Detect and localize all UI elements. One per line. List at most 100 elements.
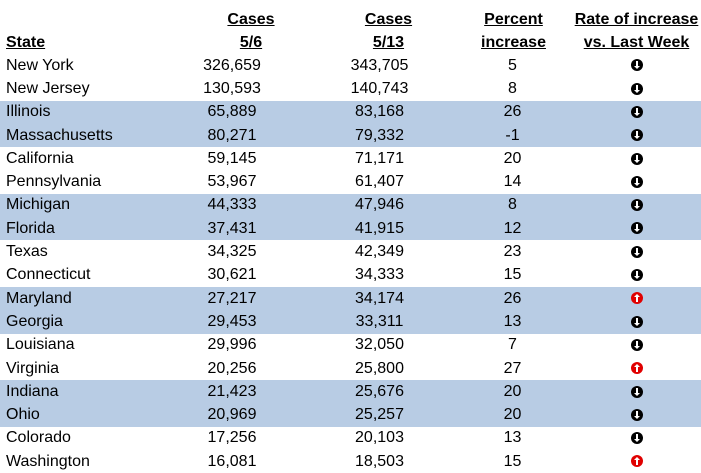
state-cell: California	[6, 149, 74, 167]
state-cell: Louisiana	[6, 336, 75, 354]
cases-5-6-cell: 27,217	[180, 286, 322, 311]
state-cell: Georgia	[0, 310, 180, 334]
cases-5-6-cell: 65,889	[180, 100, 322, 124]
table-row: New Jersey 130,593 140,743 8	[0, 77, 701, 100]
cases-5-6-cell: 37,431	[180, 217, 322, 241]
rate-trend-cell	[572, 147, 701, 170]
up-arrow-icon	[630, 362, 643, 375]
cases-5-13-cell: 79,332	[322, 123, 455, 148]
percent-increase-cell: 20	[455, 380, 572, 404]
state-cell: Illinois	[0, 100, 180, 124]
down-arrow-icon	[630, 106, 643, 118]
percent-increase-cell: 15	[503, 452, 522, 470]
table-row: Illinois 65,889 83,168 26	[0, 100, 701, 124]
cases-5-6-cell: 29,996	[207, 336, 257, 354]
up-arrow-icon	[630, 292, 643, 305]
cases-5-13-cell: 34,174	[322, 286, 455, 311]
table-row: Michigan 44,333 47,946 8	[0, 193, 701, 218]
cases-5-6-cell: 326,659	[203, 56, 261, 74]
table-row: Louisiana 29,996 32,050 7	[0, 334, 701, 357]
percent-increase-cell: 8	[455, 193, 572, 218]
state-cell: Indiana	[0, 380, 180, 404]
cases-5-6-cell: 34,325	[207, 243, 257, 261]
cases-5-6-cell: 29,453	[180, 310, 322, 334]
percent-increase-cell: 27	[503, 359, 522, 377]
cases-5-6-cell: 80,271	[180, 123, 322, 148]
cases-5-13-cell: 42,349	[355, 243, 404, 261]
cases-5-6-cell: 21,423	[180, 380, 322, 404]
state-cell: Virginia	[6, 359, 60, 377]
rate-trend-cell	[572, 450, 701, 473]
down-arrow-icon	[630, 315, 643, 328]
down-arrow-icon	[630, 338, 643, 351]
percent-increase-cell: 26	[455, 100, 572, 124]
rate-trend-cell	[572, 217, 701, 241]
cases-5-13-cell: 47,946	[322, 193, 455, 218]
percent-increase-cell: 20	[455, 403, 572, 427]
percent-increase-cell: 26	[455, 286, 572, 311]
down-arrow-icon	[630, 152, 643, 165]
header-rate-of-increase: Rate of increase vs. Last Week	[574, 11, 699, 51]
rate-trend-cell	[572, 170, 701, 193]
rate-trend-cell	[572, 357, 701, 380]
down-arrow-icon	[630, 269, 643, 282]
cases-5-6-cell: 59,145	[207, 149, 257, 167]
down-arrow-icon	[630, 432, 643, 445]
cases-5-13-cell: 61,407	[355, 173, 404, 191]
rate-trend-cell	[572, 286, 701, 311]
cases-5-6-cell: 17,256	[207, 429, 257, 447]
state-cell: Maryland	[0, 286, 180, 311]
rate-trend-cell	[572, 123, 701, 148]
rate-trend-cell	[572, 264, 701, 287]
percent-increase-cell: 14	[503, 173, 522, 191]
cases-5-13-cell: 343,705	[350, 56, 409, 74]
down-arrow-icon	[630, 175, 643, 188]
rate-trend-cell	[572, 310, 701, 334]
cases-5-13-cell: 25,257	[322, 403, 455, 427]
percent-increase-cell: 23	[503, 243, 522, 261]
state-cell: Texas	[6, 243, 48, 261]
percent-increase-cell: 8	[508, 79, 517, 97]
state-cell: Pennsylvania	[6, 173, 102, 191]
down-arrow-icon	[630, 59, 643, 72]
down-arrow-icon	[630, 222, 643, 235]
state-cell: Ohio	[0, 403, 180, 427]
rate-trend-cell	[572, 240, 701, 263]
cases-5-6-cell: 20,969	[180, 403, 322, 427]
table-row: Georgia 29,453 33,311 13	[0, 310, 701, 334]
down-arrow-icon	[630, 245, 643, 258]
cases-5-6-cell: 30,621	[207, 266, 257, 284]
table-row: Colorado 17,256 20,103 13	[0, 427, 701, 450]
percent-increase-cell: -1	[455, 123, 572, 148]
down-arrow-icon	[630, 199, 643, 212]
state-cell: Colorado	[6, 429, 71, 447]
header-cases-5-6: Cases 5/6	[227, 11, 275, 51]
percent-increase-cell: 20	[503, 149, 522, 167]
cases-5-13-cell: 20,103	[355, 429, 404, 447]
cases-5-13-cell: 25,676	[322, 380, 455, 404]
state-cell: Florida	[0, 217, 180, 241]
state-cell: Connecticut	[6, 266, 91, 284]
down-arrow-icon	[630, 82, 643, 95]
header-cases-5-13: Cases 5/13	[364, 11, 413, 51]
rate-trend-cell	[572, 54, 701, 77]
cases-5-6-cell: 16,081	[207, 452, 257, 470]
header-percent-increase: Percent increase	[481, 11, 546, 51]
rate-trend-cell	[572, 193, 701, 218]
cases-5-13-cell: 83,168	[322, 100, 455, 124]
table-row: Virginia 20,256 25,800 27	[0, 357, 701, 380]
table-row: Florida 37,431 41,915 12	[0, 217, 701, 241]
cases-5-13-cell: 140,743	[350, 79, 409, 97]
table-row: California 59,145 71,171 20	[0, 147, 701, 170]
table-row: Texas 34,325 42,349 23	[0, 240, 701, 263]
rate-trend-cell	[572, 100, 701, 124]
table-row: Ohio 20,969 25,257 20	[0, 403, 701, 427]
table-row: Washington 16,081 18,503 15	[0, 450, 701, 473]
cases-5-13-cell: 25,800	[355, 359, 404, 377]
percent-increase-cell: 5	[508, 56, 517, 74]
table-row: Maryland 27,217 34,174 26	[0, 286, 701, 311]
rate-trend-cell	[572, 427, 701, 450]
rate-trend-cell	[572, 403, 701, 427]
